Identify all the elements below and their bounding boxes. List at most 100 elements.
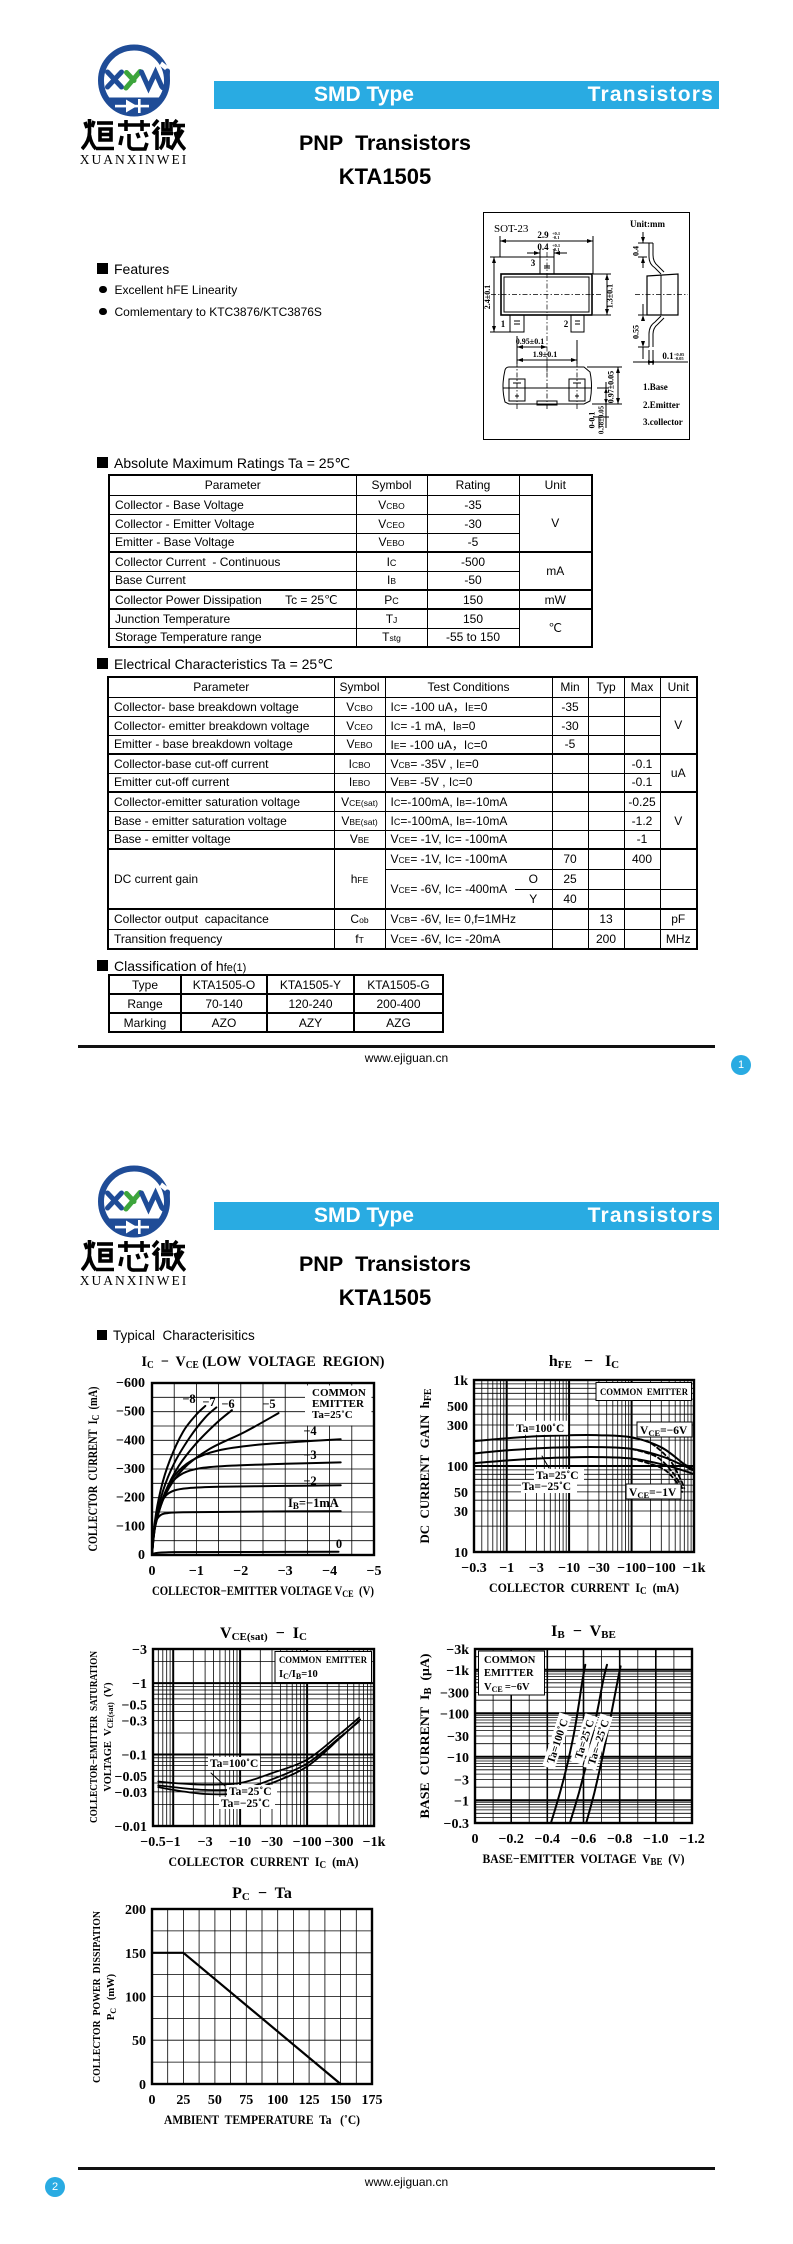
svg-text:Unit:mm: Unit:mm [630, 219, 665, 229]
svg-text:2.4±0.1: 2.4±0.1 [483, 285, 492, 309]
svg-text:50: 50 [454, 1486, 468, 1501]
svg-text:−30: −30 [261, 1835, 283, 1850]
svg-text:0: 0 [138, 1548, 145, 1563]
svg-text:+0.1: +0.1 [552, 243, 561, 248]
svg-text:Ta=100˚C: Ta=100˚C [516, 1423, 564, 1435]
svg-text:0.4: 0.4 [537, 242, 549, 252]
svg-text:+0.1: +0.1 [552, 231, 561, 236]
svg-text:1: 1 [501, 319, 506, 329]
svg-text:−300: −300 [325, 1835, 354, 1850]
svg-text:−1k: −1k [363, 1835, 386, 1850]
svg-text:−0.4: −0.4 [535, 1832, 560, 1847]
svg-text:300: 300 [447, 1419, 468, 1434]
svg-text:PC (mW): PC (mW) [106, 1973, 118, 2020]
svg-text:−1: −1 [454, 1794, 469, 1809]
svg-text:0.4: 0.4 [632, 246, 641, 256]
svg-text:−3: −3 [303, 1448, 316, 1462]
svg-text:−2: −2 [303, 1474, 316, 1488]
svg-text:−300: −300 [116, 1462, 145, 1477]
svg-text:100: 100 [267, 2093, 288, 2108]
svg-text:−4: −4 [303, 1424, 317, 1438]
svg-text:175: 175 [362, 2093, 383, 2108]
svg-text:COLLECTOR POWER DISSIPATION: COLLECTOR POWER DISSIPATION [92, 1911, 103, 2083]
svg-text:50: 50 [132, 2034, 146, 2049]
svg-text:BASE−EMITTER VOLTAGE VBE (V: BASE−EMITTER VOLTAGE VBE (V) [483, 1851, 685, 1868]
svg-text:−0.2: −0.2 [498, 1832, 523, 1847]
svg-text:−0.5: −0.5 [140, 1835, 165, 1850]
svg-text:−10: −10 [229, 1835, 251, 1850]
svg-text:Ta=25˚C: Ta=25˚C [229, 1786, 272, 1798]
svg-text:EMITTER: EMITTER [312, 1398, 365, 1410]
svg-text:COMMON EMITTER: COMMON EMITTER [279, 1656, 367, 1666]
svg-text:-0.05: -0.05 [674, 356, 684, 361]
svg-text:−0.5: −0.5 [122, 1699, 147, 1714]
svg-text:75: 75 [239, 2093, 253, 2108]
svg-text:BASE CURRENT IB (μA): BASE CURRENT IB (μA) [417, 1654, 434, 1819]
svg-text:hFE − IC: hFE − IC [549, 1353, 619, 1371]
svg-text:Ta=−25˚C: Ta=−25˚C [221, 1798, 270, 1810]
svg-text:−1k: −1k [683, 1561, 706, 1576]
svg-text:IC/IB=10: IC/IB=10 [279, 1669, 318, 1681]
svg-text:0.38±0.05: 0.38±0.05 [598, 405, 606, 434]
svg-text:Ta=100˚C: Ta=100˚C [210, 1758, 258, 1770]
svg-text:−100: −100 [440, 1707, 469, 1722]
svg-text:−100: −100 [647, 1561, 676, 1576]
svg-text:COMMON: COMMON [312, 1387, 366, 1399]
svg-text:−200: −200 [116, 1491, 145, 1506]
svg-text:−3: −3 [198, 1835, 213, 1850]
svg-text:COMMON: COMMON [484, 1655, 536, 1666]
svg-text:−400: −400 [116, 1433, 145, 1448]
svg-text:−0.6: −0.6 [571, 1832, 596, 1847]
svg-text:−600: −600 [116, 1376, 145, 1391]
svg-text:−1: −1 [132, 1677, 147, 1692]
svg-text:100: 100 [125, 1991, 146, 2006]
svg-text:Ta=25˚C: Ta=25˚C [312, 1409, 353, 1421]
svg-text:-0.1: -0.1 [552, 235, 560, 240]
svg-text:1.Base: 1.Base [643, 382, 668, 392]
svg-text:150: 150 [330, 2093, 351, 2108]
svg-text:−0.3: −0.3 [122, 1715, 147, 1730]
svg-text:VCE=−6V: VCE=−6V [640, 1425, 688, 1438]
svg-text:−1.0: −1.0 [643, 1832, 668, 1847]
svg-text:−6: −6 [221, 1397, 234, 1411]
svg-text:2: 2 [564, 319, 569, 329]
svg-text:EMITTER: EMITTER [484, 1668, 534, 1679]
svg-text:150: 150 [125, 1947, 146, 1962]
svg-text:VCE(sat) − IC: VCE(sat) − IC [220, 1625, 307, 1643]
svg-text:+0.05: +0.05 [674, 352, 685, 357]
svg-text:IC − VCE (LOW VOLTAGE REGI: IC − VCE (LOW VOLTAGE REGION) [142, 1354, 385, 1371]
svg-text:Ta=100˚C: Ta=100˚C [545, 1717, 571, 1765]
svg-text:10: 10 [454, 1546, 468, 1561]
svg-text:COLLECTOR−EMITTER SATURATION: COLLECTOR−EMITTER SATURATION [89, 1651, 100, 1823]
svg-text:−3: −3 [529, 1561, 544, 1576]
svg-text:COMMON EMITTER: COMMON EMITTER [600, 1388, 688, 1398]
svg-text:25: 25 [176, 2093, 190, 2108]
svg-text:−1k: −1k [446, 1664, 469, 1679]
svg-text:−10: −10 [447, 1751, 469, 1766]
svg-text:0: 0 [472, 1832, 479, 1847]
svg-text:−100: −100 [293, 1835, 322, 1850]
svg-text:COLLECTOR CURRENT IC (mA): COLLECTOR CURRENT IC (mA) [489, 1580, 679, 1597]
svg-text:125: 125 [299, 2093, 320, 2108]
svg-text:VCE=−1V: VCE=−1V [629, 1487, 677, 1500]
svg-text:−8: −8 [182, 1392, 195, 1406]
svg-text:−7: −7 [202, 1395, 215, 1409]
svg-text:−100: −100 [617, 1561, 646, 1576]
svg-text:PC − Ta: PC − Ta [232, 1885, 292, 1903]
svg-text:−300: −300 [440, 1687, 469, 1702]
svg-text:−30: −30 [588, 1561, 610, 1576]
svg-text:Ta=−25˚C: Ta=−25˚C [522, 1481, 571, 1493]
svg-text:0: 0 [139, 2078, 146, 2093]
svg-text:−0.3: −0.3 [461, 1561, 486, 1576]
svg-text:1.9±0.1: 1.9±0.1 [533, 350, 557, 359]
svg-text:0: 0 [336, 1537, 342, 1551]
svg-text:3.collector: 3.collector [643, 417, 683, 427]
svg-text:VCE =−6V: VCE =−6V [484, 1682, 530, 1694]
svg-text:COLLECTOR CURRENT IC (mA): COLLECTOR CURRENT IC (mA) [169, 1854, 359, 1871]
svg-text:−0.01: −0.01 [115, 1820, 147, 1835]
svg-text:COLLECTOR CURRENT IC (mA): COLLECTOR CURRENT IC (mA) [85, 1387, 102, 1552]
svg-text:COLLECTOR−EMITTER VOLTAGE VCE: COLLECTOR−EMITTER VOLTAGE VCE (V) [152, 1584, 374, 1600]
svg-text:0.97±0.05: 0.97±0.05 [607, 371, 616, 403]
svg-text:−4: −4 [322, 1564, 337, 1579]
svg-text:IB − VBE: IB − VBE [551, 1623, 616, 1641]
